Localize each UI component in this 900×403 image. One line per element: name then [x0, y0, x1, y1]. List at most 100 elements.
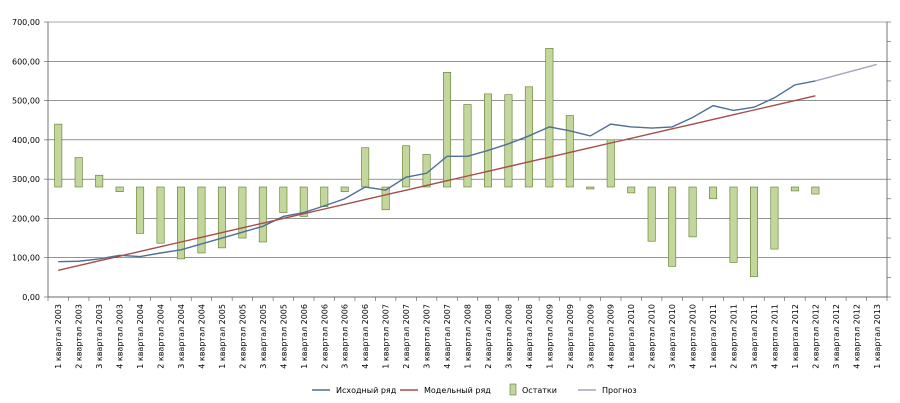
residual-bar [402, 145, 411, 188]
x-tick-label: 2 квартал 2010 [648, 304, 657, 369]
x-tick-label: 2 квартал 2005 [238, 304, 247, 369]
x-axis: 1 квартал 2003 2 квартал 2003 3 квартал 20… [47, 296, 888, 369]
residual-bar [688, 186, 697, 238]
x-tick-label: 1 квартал 2011 [709, 304, 718, 369]
right-axis-ticks [886, 21, 891, 298]
residual-bar [443, 71, 452, 188]
x-tick-label: 3 квартал 2010 [668, 304, 677, 369]
legend-item: Остатки [509, 383, 557, 396]
residual-bar [115, 186, 124, 193]
x-tick-label: 2 квартал 2009 [566, 304, 575, 369]
series-line [58, 80, 816, 263]
x-tick-label: 4 квартал 2003 [116, 304, 125, 369]
series-line [815, 63, 877, 82]
x-tick-label: 3 квартал 2012 [832, 304, 841, 369]
residual-bar [238, 186, 247, 239]
legend-label: Модельный ряд [424, 386, 491, 395]
x-tick-label: 1 квартал 2013 [873, 304, 882, 369]
residual-bar [177, 186, 185, 260]
residual-bar [74, 157, 83, 188]
x-tick-label: 4 квартал 2009 [607, 304, 616, 369]
x-tick-label: 4 квартал 2012 [852, 304, 861, 369]
residual-bar [627, 186, 636, 194]
residual-bar [811, 186, 820, 195]
residual-bar [279, 186, 288, 213]
residual-bar [299, 186, 308, 217]
x-tick-label: 3 квартал 2005 [259, 304, 268, 369]
residual-bar [586, 186, 595, 190]
residual-bar [381, 186, 390, 211]
y-tick-label: 100,00 [12, 254, 40, 263]
y-tick-label: 500,00 [12, 97, 40, 106]
y-tick-label: 600,00 [12, 57, 40, 66]
x-tick-label: 1 квартал 2007 [382, 304, 391, 369]
residual-bar [770, 186, 779, 250]
residual-bar [545, 48, 554, 188]
residual-bar [750, 186, 758, 277]
x-tick-label: 3 квартал 2008 [504, 304, 513, 369]
x-tick-label: 1 квартал 2003 [54, 304, 63, 369]
x-tick-label: 3 квартал 2003 [95, 304, 104, 369]
legend-item: Исходный ряд [312, 386, 397, 395]
x-tick-label: 4 квартал 2006 [361, 304, 370, 369]
residual-bar [217, 186, 226, 249]
residual-bar [668, 186, 677, 267]
x-tick-label: 3 квартал 2009 [586, 304, 595, 369]
x-tick-label: 4 квартал 2004 [197, 304, 206, 369]
residual-bar [729, 186, 738, 263]
y-tick-label: 200,00 [12, 214, 40, 223]
x-tick-label: 4 квартал 2007 [443, 304, 452, 369]
residual-bar [483, 93, 492, 188]
x-tick-label: 3 квартал 2007 [423, 304, 432, 369]
x-tick-label: 4 квартал 2010 [689, 304, 698, 369]
residual-bar [54, 123, 63, 188]
x-tick-label: 2 квартал 2006 [320, 304, 329, 369]
residual-bar [463, 104, 472, 188]
residual-bar [258, 186, 267, 243]
residual-bar [504, 94, 513, 188]
legend-item: Прогноз [578, 386, 637, 395]
x-tick-label: 3 квартал 2011 [750, 304, 759, 369]
y-tick-label: 700,00 [12, 18, 40, 27]
legend-swatch [509, 383, 517, 396]
residual-bar [136, 186, 145, 234]
x-tick-label: 1 квартал 2006 [300, 304, 309, 369]
x-tick-label: 2 квартал 2012 [811, 304, 820, 369]
legend: Исходный ряд Модельный ряд Остатки Прогноз [312, 383, 637, 396]
legend-label: Прогноз [602, 386, 637, 395]
x-tick-label: 1 квартал 2005 [218, 304, 227, 369]
x-tick-label: 1 квартал 2010 [627, 304, 636, 369]
series-line [58, 95, 816, 271]
y-tick-label: 0,00 [22, 293, 40, 302]
y-tick-label: 400,00 [12, 136, 40, 145]
y-axis: 0,00 100,00 200,00 300,00 400,00 500,00 600,00… [12, 18, 49, 302]
x-tick-label: 2 квартал 2007 [402, 304, 411, 369]
x-tick-label: 2 квартал 2011 [730, 304, 739, 369]
legend-label: Остатки [522, 386, 557, 395]
residual-bar [361, 147, 370, 188]
residual-bar [340, 186, 349, 193]
x-tick-label: 3 квартал 2006 [341, 304, 350, 369]
legend-label: Исходный ряд [336, 386, 397, 395]
residual-bar [647, 186, 656, 242]
x-tick-label: 3 квартал 2004 [177, 304, 186, 369]
x-tick-label: 4 квартал 2008 [525, 304, 534, 369]
residual-bar [197, 186, 206, 254]
x-tick-label: 2 квартал 2008 [484, 304, 493, 369]
y-tick-label: 300,00 [12, 175, 40, 184]
x-tick-label: 2 квартал 2004 [157, 304, 166, 369]
x-tick-label: 2 квартал 2003 [75, 304, 84, 369]
residual-bar [95, 174, 104, 188]
residual-bar [606, 139, 615, 188]
series-lines [58, 63, 877, 271]
x-tick-label: 1 квартал 2008 [464, 304, 473, 369]
residual-bars [54, 48, 820, 277]
residual-bar [156, 186, 165, 244]
legend-item: Модельный ряд [400, 386, 491, 395]
x-tick-label: 1 квартал 2009 [545, 304, 554, 369]
residual-bar [790, 186, 799, 192]
x-tick-label: 1 квартал 2012 [791, 304, 800, 369]
x-tick-label: 1 квартал 2004 [136, 304, 145, 369]
x-tick-label: 4 квартал 2005 [279, 304, 288, 369]
